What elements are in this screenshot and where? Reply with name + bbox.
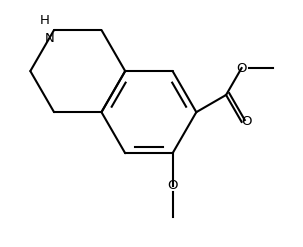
Text: H: H — [39, 14, 49, 27]
Text: O: O — [241, 115, 252, 128]
Text: N: N — [44, 32, 54, 45]
Text: O: O — [236, 62, 247, 75]
Text: O: O — [167, 179, 178, 192]
